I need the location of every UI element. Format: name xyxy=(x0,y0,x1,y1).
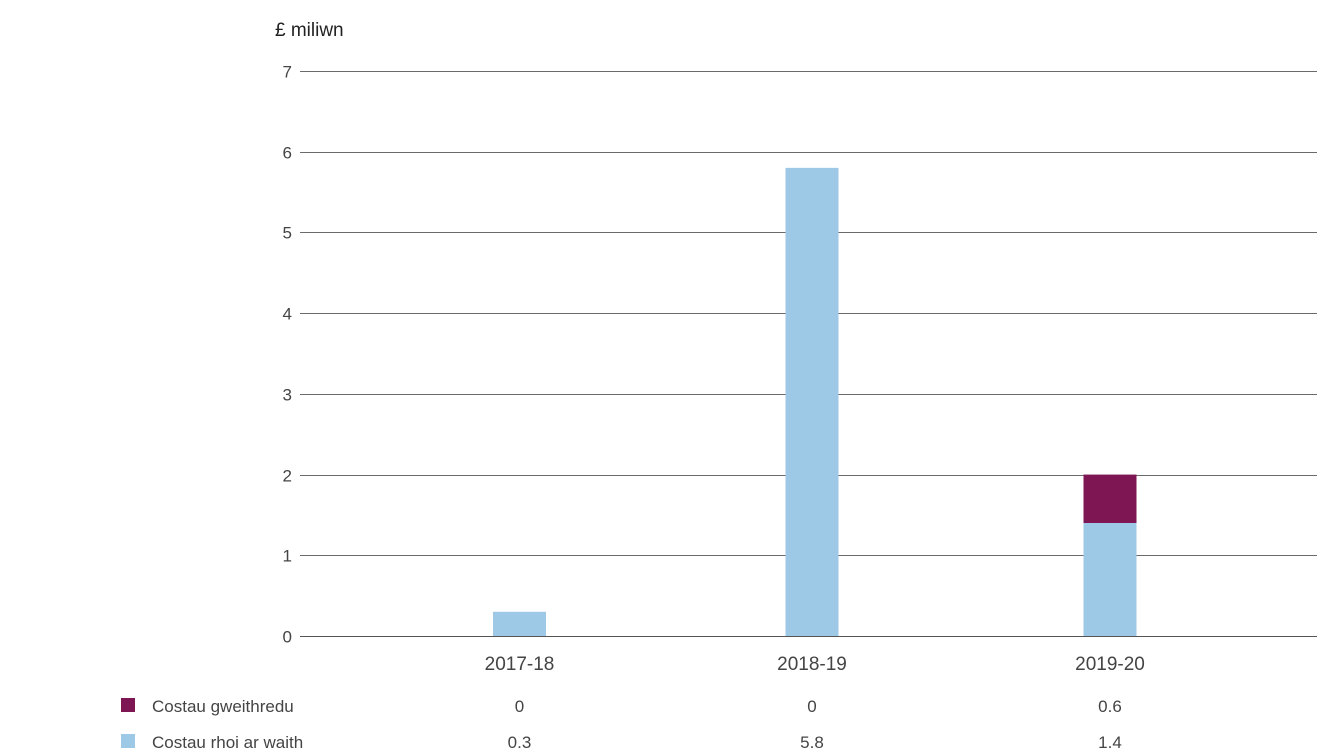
data-label: 0.6 xyxy=(1098,697,1122,716)
bars xyxy=(493,167,1137,636)
data-label: 0 xyxy=(515,697,524,716)
data-table: Costau gweithredu 0 0 0.6 Costau rhoi ar wai… xyxy=(121,697,1122,752)
y-tick-label: 3 xyxy=(283,386,292,405)
x-category-label: 2018-19 xyxy=(777,654,847,675)
legend-label: Costau rhoi ar waith xyxy=(152,733,303,752)
data-label: 5.8 xyxy=(800,733,824,752)
y-tick-label: 0 xyxy=(283,628,292,647)
y-axis-unit-label: £ miliwn xyxy=(275,20,344,41)
bar-2019-20-series-0 xyxy=(1083,523,1137,636)
y-tick-label: 7 xyxy=(283,63,292,82)
data-label: 0.3 xyxy=(508,733,532,752)
data-label: 0 xyxy=(807,697,816,716)
bar-2018-19-series-0 xyxy=(785,167,839,636)
y-tick-label: 6 xyxy=(283,144,292,163)
y-tick-label: 4 xyxy=(283,305,292,324)
bar-2017-18-series-0 xyxy=(493,611,546,636)
y-tick-labels: 0 1 2 3 4 5 6 7 xyxy=(283,63,292,647)
data-label: 1.4 xyxy=(1098,733,1122,752)
y-tick-label: 5 xyxy=(283,224,292,243)
bar-2019-20-series-1 xyxy=(1083,474,1137,523)
y-tick-label: 2 xyxy=(283,467,292,486)
legend-label: Costau gweithredu xyxy=(152,697,294,716)
x-category-label: 2017-18 xyxy=(485,654,555,675)
y-tick-label: 1 xyxy=(283,547,292,566)
legend-swatch xyxy=(121,698,135,712)
category-labels: 2017-18 2018-19 2019-20 xyxy=(485,654,1145,675)
legend-swatch xyxy=(121,734,135,748)
x-category-label: 2019-20 xyxy=(1075,654,1145,675)
